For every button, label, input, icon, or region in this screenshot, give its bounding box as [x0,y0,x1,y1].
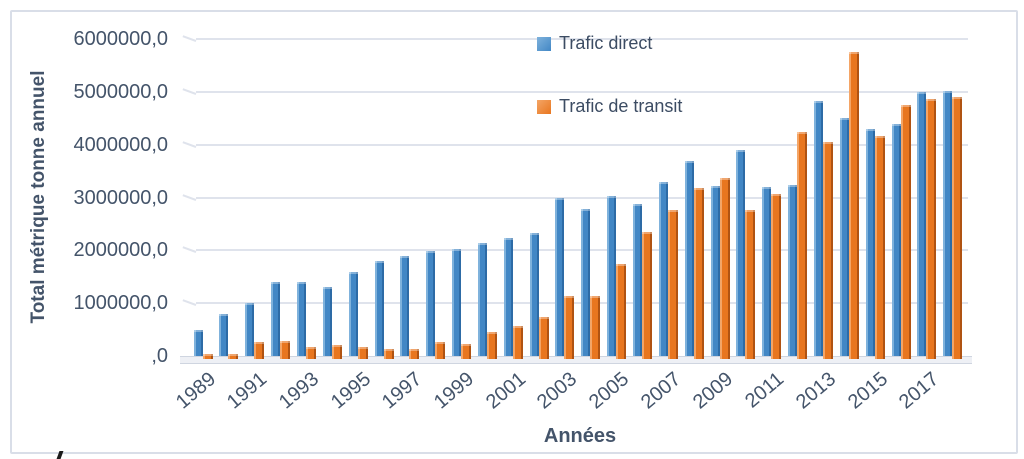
bar-trafic-de-transit-2017 [926,99,937,359]
bar-trafic-de-transit-1994 [331,345,342,359]
bar-trafic-direct-1991 [245,303,255,356]
bar-trafic-de-transit-2010 [745,209,756,359]
bar-trafic-de-transit-1997 [409,349,420,359]
bar-trafic-direct-2005 [607,196,617,356]
bar-trafic-direct-2001 [503,237,513,356]
y-tick-label: ,0 [151,345,168,367]
bar-trafic-direct-2003 [555,197,565,356]
bar-trafic-direct-1990 [219,313,229,356]
bar-trafic-direct-2009 [710,185,720,356]
bar-trafic-direct-2010 [736,149,746,356]
bar-trafic-direct-1995 [348,271,358,356]
gridline [196,38,968,40]
bar-trafic-direct-2011 [762,186,772,356]
bar-trafic-de-transit-2016 [900,104,911,359]
gridline-bevel [182,35,197,42]
bar-trafic-de-transit-2007 [667,209,678,359]
bar-trafic-de-transit-2009 [719,177,730,359]
gridline-bevel [182,299,197,307]
bar-trafic-direct-1999 [452,248,461,356]
bar-trafic-direct-1989 [193,329,203,356]
bar-trafic-de-transit-1990 [228,353,239,359]
y-tick-label: 6000000,0 [73,28,168,50]
bar-trafic-de-transit-1998 [435,342,446,359]
legend-item-trafic-direct: Trafic direct [537,33,652,54]
gridline-bevel [182,88,197,95]
bar-trafic-direct-2008 [684,160,694,356]
bar-trafic-de-transit-1995 [357,346,368,359]
bar-trafic-de-transit-2008 [693,187,704,359]
bar-trafic-de-transit-2011 [771,193,782,359]
y-tick-label: 4000000,0 [73,133,168,156]
bar-trafic-direct-2004 [581,208,591,356]
bar-trafic-de-transit-2012 [797,131,808,359]
plot-floor [180,356,972,364]
gridline-bevel [182,193,197,201]
bar-trafic-direct-2006 [633,204,642,356]
gridline [196,196,968,199]
bar-trafic-de-transit-1991 [254,342,265,359]
y-tick-label: 3000000,0 [73,186,168,209]
gridline [196,143,968,146]
legend-item-trafic-de-transit: Trafic de transit [537,96,682,117]
bar-trafic-direct-2017 [917,91,927,356]
bar-trafic-de-transit-2002 [538,316,549,359]
bar-trafic-direct-1997 [400,255,410,356]
bar-trafic-de-transit-2005 [616,263,627,359]
bar-trafic-de-transit-2000 [486,332,497,359]
bar-trafic-direct-2000 [477,242,487,356]
bar-trafic-direct-1996 [374,260,384,356]
bar-trafic-de-transit-2013 [822,141,833,359]
y-tick-label: 1000000,0 [73,292,168,315]
bar-trafic-de-transit-2006 [642,232,652,359]
bar-trafic-direct-2012 [788,185,798,356]
bar-trafic-direct-1994 [322,287,332,356]
bar-trafic-de-transit-1992 [280,340,291,359]
bar-trafic-de-transit-1989 [202,353,213,359]
y-tick-label: 5000000,0 [73,80,168,103]
bar-trafic-de-transit-2018 [952,96,963,359]
bar-trafic-de-transit-1996 [383,349,394,359]
y-tick-label: 2000000,0 [73,239,168,262]
bar-trafic-de-transit-2015 [874,136,885,359]
bar-trafic-de-transit-2003 [564,296,575,359]
bar-trafic-de-transit-1999 [461,344,471,359]
bar-trafic-direct-1993 [296,282,306,356]
legend-label: Trafic direct [559,33,653,53]
bar-trafic-direct-2002 [529,232,539,356]
bar-trafic-direct-2014 [839,118,849,357]
bar-trafic-direct-1992 [271,282,281,356]
bar-trafic-de-transit-2001 [512,325,523,359]
gridline-bevel [182,140,197,148]
y-axis-title: Total métrique tonne annuel [28,70,49,324]
legend-swatch-blue [537,36,551,51]
bar-trafic-direct-1998 [426,251,436,356]
legend-label: Trafic de transit [559,96,683,116]
bar-trafic-direct-2013 [813,100,823,356]
gridline [196,90,968,93]
bar-trafic-direct-2016 [891,123,901,356]
bar-trafic-direct-2007 [658,181,668,356]
bar-trafic-de-transit-2004 [590,296,601,359]
x-axis-title: Années [543,425,617,447]
bar-trafic-de-transit-2014 [848,52,859,359]
gridline-bevel [182,246,197,254]
bar-trafic-direct-2015 [865,128,875,356]
legend-swatch-orange [537,99,551,114]
bar-trafic-direct-2018 [943,90,953,356]
bar-trafic-de-transit-1993 [305,346,316,359]
